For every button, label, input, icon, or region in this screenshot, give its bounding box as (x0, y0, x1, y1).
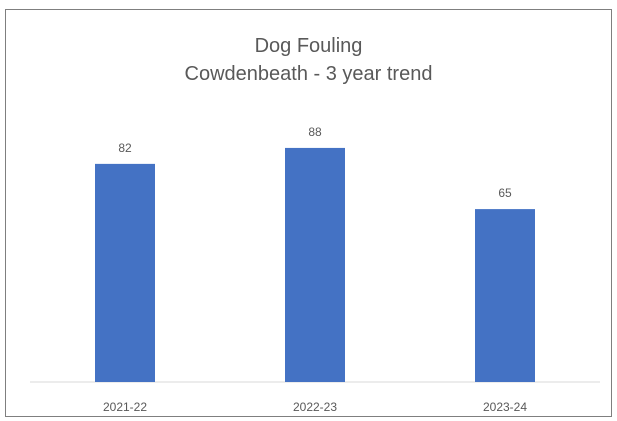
bar-2022-23 (285, 147, 345, 382)
bar-2023-24 (475, 209, 535, 382)
x-tick-label-2022-23: 2022-23 (293, 400, 337, 414)
data-label-2022-23: 88 (308, 125, 322, 139)
bar-2021-22 (95, 163, 155, 382)
data-label-2021-22: 82 (118, 141, 132, 155)
chart-titles: Dog Fouling Cowdenbeath - 3 year trend (6, 32, 611, 88)
chart-title: Dog Fouling (254, 35, 363, 57)
x-tick-label-2023-24: 2023-24 (483, 400, 527, 414)
x-tick-label-2021-22: 2021-22 (103, 400, 147, 414)
data-label-2023-24: 65 (498, 186, 512, 200)
chart-subtitle: Cowdenbeath - 3 year trend (184, 63, 433, 85)
